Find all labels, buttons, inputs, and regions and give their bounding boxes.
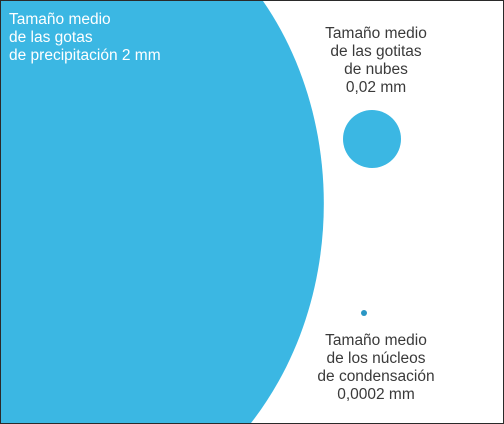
- condensation-nucleus-label-line: 0,0002 mm: [337, 386, 415, 403]
- raindrop-label-line: de las gotas: [9, 29, 93, 46]
- cloud-droplet-label-line: de nubes: [344, 61, 408, 78]
- cloud-droplet-label: Tamaño medio de las gotitas de nubes 0,0…: [301, 25, 451, 97]
- raindrop-label-line: Tamaño medio: [9, 11, 111, 28]
- condensation-nucleus-label-line: de los núcleos: [326, 350, 426, 367]
- cloud-droplet-label-line: de las gotitas: [330, 43, 422, 60]
- condensation-nucleus-dot: [361, 310, 367, 316]
- condensation-nucleus-label-line: de condensación: [317, 368, 435, 385]
- raindrop-label: Tamaño medio de las gotas de precipitaci…: [9, 11, 161, 65]
- cloud-droplet-label-line: 0,02 mm: [345, 79, 407, 96]
- cloud-droplet-circle: [343, 110, 401, 168]
- raindrop-label-line: de precipitación 2 mm: [9, 47, 161, 64]
- condensation-nucleus-label: Tamaño medio de los núcleos de condensac…: [286, 332, 466, 404]
- cloud-droplet-label-line: Tamaño medio: [325, 25, 427, 42]
- raindrop-circle: [1, 1, 324, 423]
- condensation-nucleus-label-line: Tamaño medio: [325, 332, 427, 349]
